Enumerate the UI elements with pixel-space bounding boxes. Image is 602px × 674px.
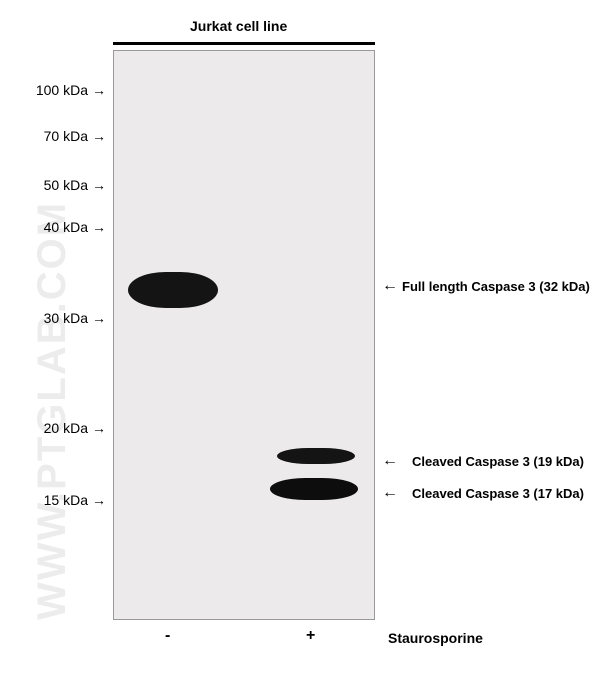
marker-label: 100 kDa <box>30 82 88 98</box>
annotation-arrow-icon: ← <box>382 277 398 295</box>
marker-label: 50 kDa <box>30 177 88 193</box>
marker-arrow-icon: → <box>92 310 106 326</box>
band-full-length <box>128 272 218 308</box>
lane-minus: - <box>165 627 170 645</box>
annotation-arrow-icon: ← <box>382 484 398 502</box>
marker-arrow-icon: → <box>92 177 106 193</box>
marker-arrow-icon: → <box>92 492 106 508</box>
marker-label: 30 kDa <box>30 310 88 326</box>
treatment-label: Staurosporine <box>388 630 483 646</box>
annotation-label: Cleaved Caspase 3 (19 kDa) <box>412 454 584 469</box>
band-cleaved-17 <box>270 478 358 500</box>
marker-label: 70 kDa <box>30 128 88 144</box>
marker-label: 40 kDa <box>30 219 88 235</box>
header-title: Jurkat cell line <box>190 18 287 34</box>
band-cleaved-19 <box>277 448 355 464</box>
marker-arrow-icon: → <box>92 128 106 144</box>
figure-container: Jurkat cell line WWW.PTGLAB.COM 100 kDa … <box>0 0 602 674</box>
header-line <box>113 42 375 45</box>
marker-arrow-icon: → <box>92 420 106 436</box>
annotation-label: Full length Caspase 3 (32 kDa) <box>402 279 590 294</box>
marker-label: 20 kDa <box>30 420 88 436</box>
watermark-text: WWW.PTGLAB.COM <box>30 201 75 620</box>
marker-label: 15 kDa <box>30 492 88 508</box>
annotation-label: Cleaved Caspase 3 (17 kDa) <box>412 486 584 501</box>
annotation-arrow-icon: ← <box>382 452 398 470</box>
blot-membrane <box>113 50 375 620</box>
marker-arrow-icon: → <box>92 82 106 98</box>
lane-plus: + <box>306 627 315 645</box>
marker-arrow-icon: → <box>92 219 106 235</box>
